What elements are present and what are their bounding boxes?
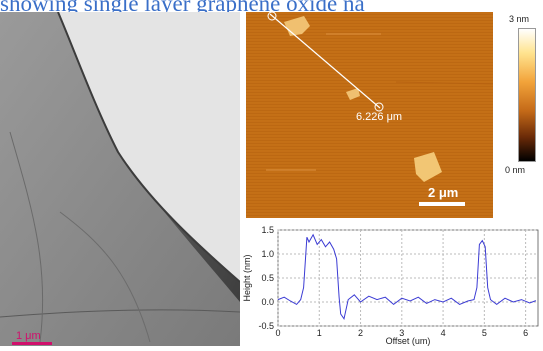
profile-line[interactable] bbox=[269, 13, 381, 109]
afm-height-image: 6.226 μm 2 μm bbox=[246, 12, 493, 218]
profile-end-marker[interactable] bbox=[374, 102, 384, 112]
x-tick-label: 4 bbox=[441, 328, 446, 338]
x-tick-label: 5 bbox=[482, 328, 487, 338]
graphene-sheet bbox=[0, 12, 240, 346]
graphene-flake bbox=[414, 152, 442, 182]
afm-scale-label: 2 μm bbox=[428, 185, 458, 200]
grid-lines bbox=[277, 229, 538, 327]
afm-scale-bar bbox=[419, 202, 465, 206]
y-tick-label: 0.0 bbox=[261, 297, 274, 307]
page-title: showing single layer graphene oxide na bbox=[0, 0, 365, 15]
vacuum-region bbox=[58, 12, 240, 282]
x-tick-label: 6 bbox=[523, 328, 528, 338]
afm-image-svg: 6.226 μm 2 μm bbox=[266, 12, 493, 206]
sheet-wrinkle bbox=[0, 309, 240, 318]
graphene-flake bbox=[284, 16, 310, 36]
tem-scale-label: 1 μm bbox=[16, 330, 41, 342]
x-tick-label: 1 bbox=[317, 328, 322, 338]
y-tick-label: 1.0 bbox=[261, 249, 274, 259]
tem-image-svg: 1 μm bbox=[0, 12, 240, 346]
y-tick-label: -0.5 bbox=[258, 321, 274, 331]
sheet-wrinkle bbox=[59, 211, 151, 343]
y-axis-label: Height (nm) bbox=[242, 254, 252, 301]
height-profile-line bbox=[277, 233, 537, 321]
height-profile-chart: 0 1 2 3 4 5 6 -0.5 0.0 0.5 1.0 1.5 Offset (um) Heig… bbox=[240, 222, 543, 346]
x-tick-label: 0 bbox=[275, 328, 280, 338]
axis-ticks: 0 1 2 3 4 5 6 -0.5 0.0 0.5 1.0 1.5 bbox=[258, 225, 528, 338]
y-tick-label: 0.5 bbox=[261, 273, 274, 283]
sheet-edge bbox=[57, 12, 240, 283]
tem-micrograph: 1 μm bbox=[0, 12, 240, 346]
y-tick-label: 1.5 bbox=[261, 225, 274, 235]
sheet-wrinkle bbox=[9, 131, 44, 343]
x-tick-label: 2 bbox=[358, 328, 363, 338]
graphene-flake bbox=[346, 88, 360, 100]
x-axis-label: Offset (um) bbox=[386, 336, 431, 346]
height-colorbar: 3 nm 0 nm bbox=[505, 14, 543, 184]
colorbar-gradient bbox=[518, 28, 536, 162]
colorbar-max-label: 3 nm bbox=[509, 14, 530, 24]
colorbar-min-label: 0 nm bbox=[505, 165, 526, 175]
x-tick-label: 3 bbox=[399, 328, 404, 338]
chart-svg: 0 1 2 3 4 5 6 -0.5 0.0 0.5 1.0 1.5 Offset (um) Heig… bbox=[242, 225, 539, 346]
profile-distance-label: 6.226 μm bbox=[356, 111, 402, 123]
tem-scale-bar bbox=[12, 342, 52, 345]
profile-start-marker[interactable] bbox=[267, 12, 277, 21]
